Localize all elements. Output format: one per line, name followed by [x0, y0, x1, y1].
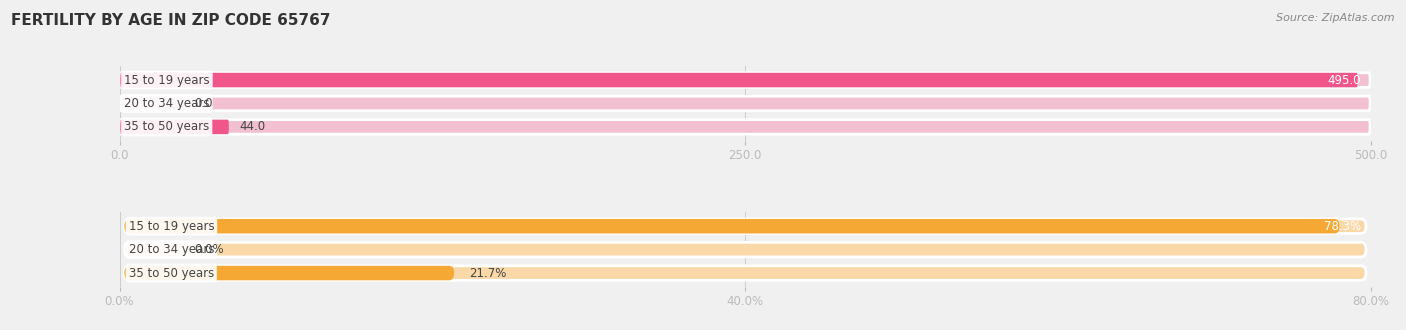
Text: Source: ZipAtlas.com: Source: ZipAtlas.com	[1277, 13, 1395, 23]
Text: 15 to 19 years: 15 to 19 years	[124, 74, 209, 86]
FancyBboxPatch shape	[124, 219, 1367, 233]
Text: 0.0%: 0.0%	[194, 243, 224, 256]
Text: 20 to 34 years: 20 to 34 years	[128, 243, 214, 256]
Text: 78.3%: 78.3%	[1323, 220, 1361, 233]
FancyBboxPatch shape	[124, 242, 1367, 257]
Text: 44.0: 44.0	[239, 120, 266, 133]
FancyBboxPatch shape	[124, 266, 1367, 280]
FancyBboxPatch shape	[121, 120, 1369, 134]
FancyBboxPatch shape	[124, 266, 454, 280]
Text: 495.0: 495.0	[1327, 74, 1361, 86]
Text: 0.0: 0.0	[194, 97, 214, 110]
FancyBboxPatch shape	[121, 96, 1369, 111]
FancyBboxPatch shape	[121, 73, 1358, 87]
Text: 15 to 19 years: 15 to 19 years	[128, 220, 214, 233]
FancyBboxPatch shape	[121, 73, 1369, 87]
FancyBboxPatch shape	[124, 219, 1340, 233]
FancyBboxPatch shape	[121, 120, 229, 134]
Text: 35 to 50 years: 35 to 50 years	[128, 267, 214, 280]
Text: 20 to 34 years: 20 to 34 years	[124, 97, 209, 110]
Text: 21.7%: 21.7%	[470, 267, 506, 280]
Text: 35 to 50 years: 35 to 50 years	[124, 120, 209, 133]
Text: FERTILITY BY AGE IN ZIP CODE 65767: FERTILITY BY AGE IN ZIP CODE 65767	[11, 13, 330, 28]
